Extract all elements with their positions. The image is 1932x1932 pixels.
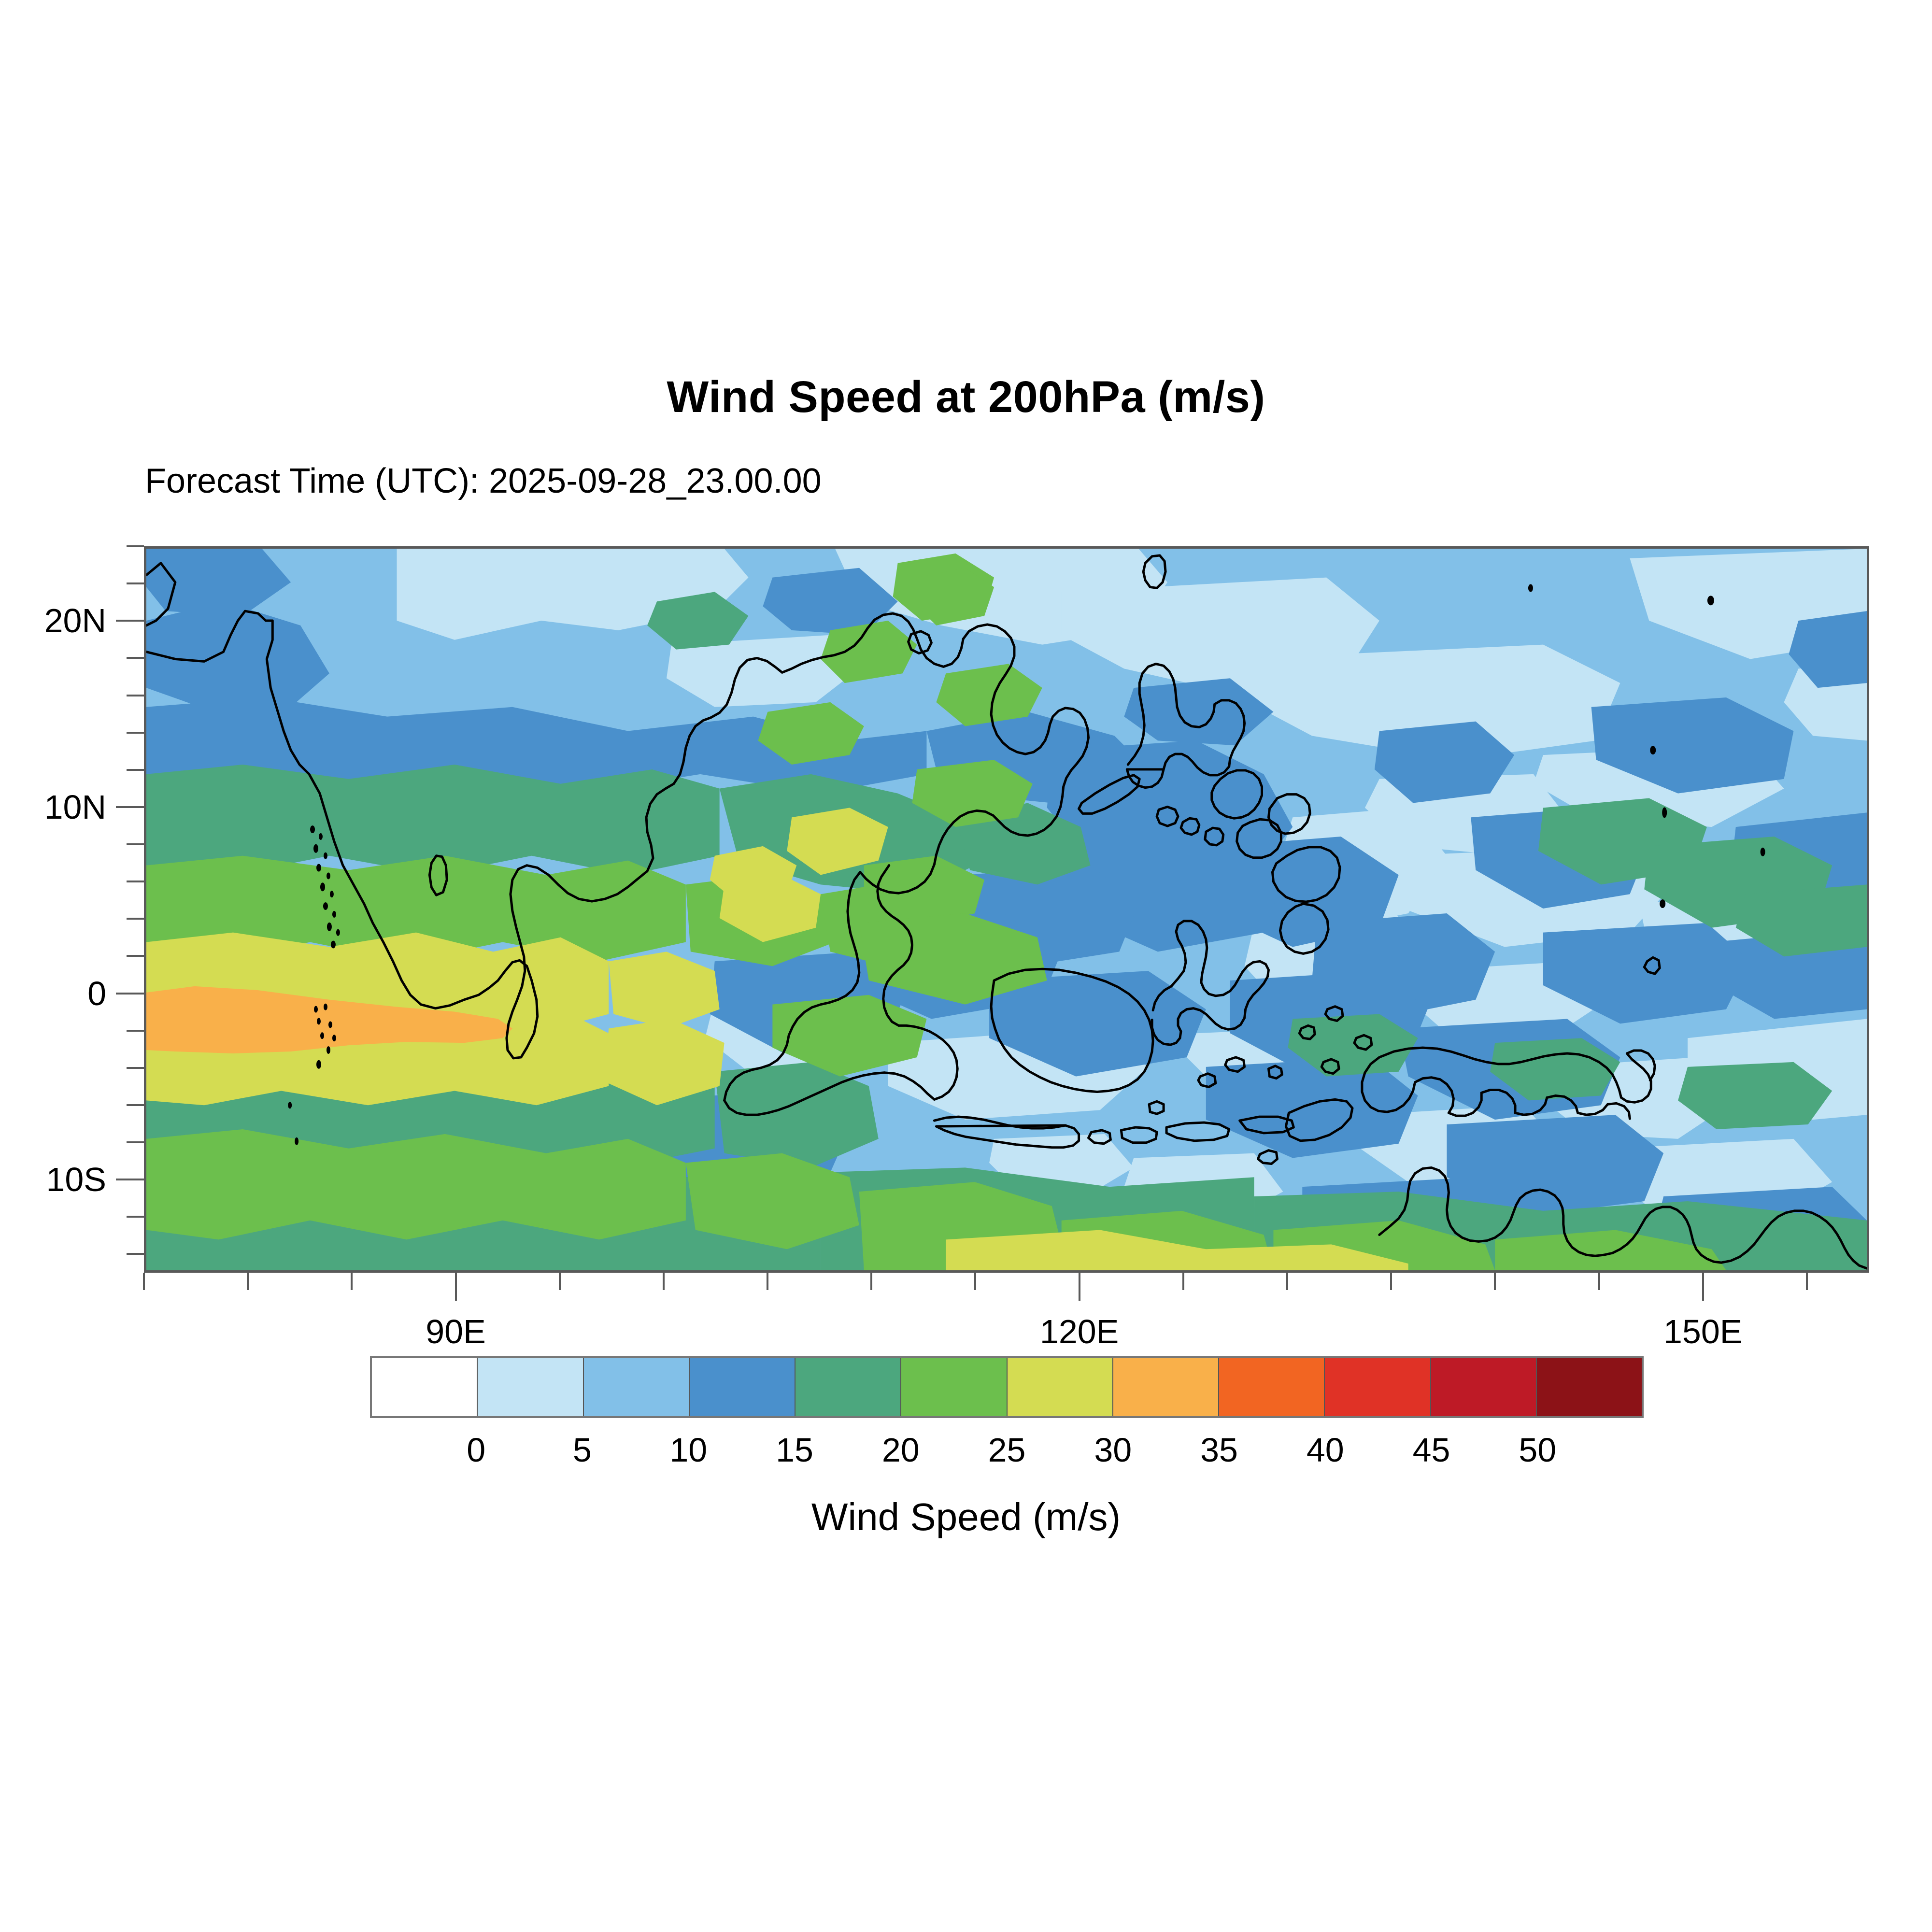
colorbar-tick-label: 40 [1306,1431,1344,1469]
colorbar-axis-label: Wind Speed (m/s) [811,1495,1121,1538]
colorbar-tick-label: 0 [467,1431,486,1469]
x-tick-major [1702,1273,1704,1301]
forecast-time-subtitle: Forecast Time (UTC): 2025-09-28_23.00.00 [145,462,822,500]
colorbar-segment[interactable] [478,1358,584,1416]
colorbar-segment[interactable] [796,1358,902,1416]
wind-speed-colorbar[interactable] [370,1356,1644,1418]
y-tick-major [116,620,144,622]
colorbar-tick-label: 15 [776,1431,813,1469]
x-tick-minor [662,1273,665,1290]
colorbar-segment[interactable] [1007,1358,1113,1416]
y-tick-minor [127,1253,144,1255]
x-tick-minor [974,1273,977,1290]
y-tick-minor [127,768,144,771]
y-tick-minor [127,1029,144,1032]
colorbar-segment[interactable] [1219,1358,1325,1416]
colorbar-segment[interactable] [1325,1358,1431,1416]
y-tick-major [116,806,144,808]
colorbar-tick-label: 5 [573,1431,592,1469]
map-plot-area[interactable] [144,546,1869,1273]
y-tick-minor [127,657,144,659]
y-tick-minor [127,694,144,696]
y-tick-minor [127,731,144,734]
colorbar-segment[interactable] [689,1358,796,1416]
x-tick-major [455,1273,457,1301]
x-tick-minor [143,1273,145,1290]
colorbar-segment[interactable] [583,1358,690,1416]
y-tick-label: 0 [87,974,106,1012]
page-title: Wind Speed at 200hPa (m/s) [667,372,1265,422]
x-tick-minor [1286,1273,1288,1290]
y-tick-minor [127,1216,144,1218]
y-tick-label: 10N [44,788,106,826]
colorbar-tick-label: 30 [1094,1431,1132,1469]
colorbar-tick-label: 45 [1412,1431,1450,1469]
colorbar-segment[interactable] [901,1358,1008,1416]
colorbar-tick-label: 25 [988,1431,1026,1469]
colorbar-segment[interactable] [372,1358,478,1416]
y-tick-minor [127,582,144,585]
y-tick-label: 10S [46,1161,106,1199]
x-tick-minor [1494,1273,1496,1290]
y-tick-minor [127,1104,144,1106]
x-tick-minor [1598,1273,1600,1290]
y-tick-minor [127,843,144,846]
x-tick-minor [351,1273,353,1290]
x-tick-label: 120E [1039,1313,1119,1350]
x-tick-minor [1390,1273,1392,1290]
y-tick-label: 20N [44,602,106,640]
colorbar-segment[interactable] [1536,1358,1642,1416]
y-tick-major [116,992,144,994]
colorbar-segment[interactable] [1431,1358,1537,1416]
y-tick-minor [127,918,144,920]
colorbar-tick-label: 20 [881,1431,920,1469]
colorbar-tick-label: 35 [1200,1431,1238,1469]
x-tick-label: 90E [426,1313,486,1350]
y-tick-minor [127,1141,144,1144]
y-tick-minor [127,881,144,883]
x-tick-minor [870,1273,873,1290]
y-tick-minor [127,1066,144,1069]
colorbar-tick-label: 10 [669,1431,708,1469]
x-tick-minor [247,1273,249,1290]
x-tick-minor [558,1273,561,1290]
y-tick-minor [127,545,144,547]
x-tick-minor [1805,1273,1808,1290]
x-tick-label: 150E [1663,1313,1743,1350]
x-tick-minor [1182,1273,1184,1290]
y-tick-minor [127,955,144,957]
colorbar-segment[interactable] [1113,1358,1219,1416]
colorbar-tick-label: 50 [1519,1431,1557,1469]
wind-speed-contour-field [146,549,1867,1270]
x-tick-minor [767,1273,769,1290]
x-tick-major [1078,1273,1080,1301]
y-tick-major [116,1179,144,1181]
